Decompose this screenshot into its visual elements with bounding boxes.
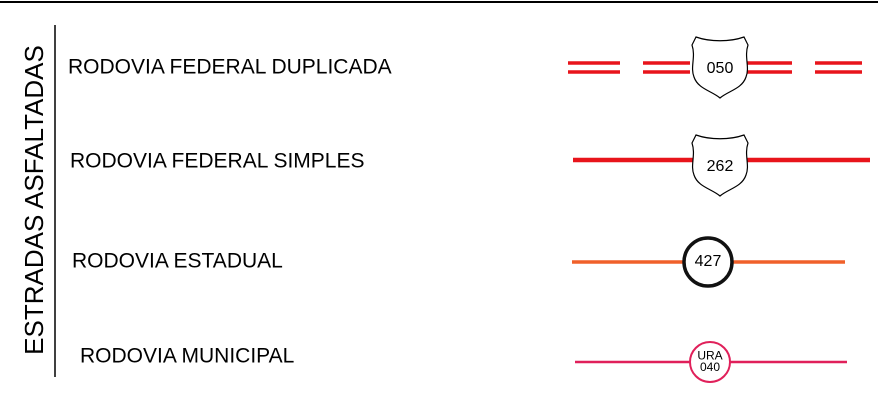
- legend-rows: RODOVIA FEDERAL DUPLICADA 050 RODOVIA FEDE…: [68, 36, 870, 383]
- shield-number: 050: [707, 60, 734, 77]
- road-label: RODOVIA FEDERAL SIMPLES: [70, 150, 364, 173]
- shield-number: 427: [695, 253, 722, 270]
- road-label: RODOVIA ESTADUAL: [72, 250, 283, 273]
- shield-circle: [689, 341, 731, 383]
- shield: [691, 134, 749, 197]
- shield-number: 262: [707, 158, 734, 175]
- shield: [691, 36, 749, 99]
- section-label: ESTRADAS ASFALTADAS: [19, 45, 49, 355]
- road-label: RODOVIA FEDERAL DUPLICADA: [68, 56, 392, 79]
- shield-number: 040: [700, 360, 720, 374]
- shield-number: URA: [697, 348, 722, 362]
- shield-circle: [682, 236, 734, 288]
- road-label: RODOVIA MUNICIPAL: [80, 345, 294, 368]
